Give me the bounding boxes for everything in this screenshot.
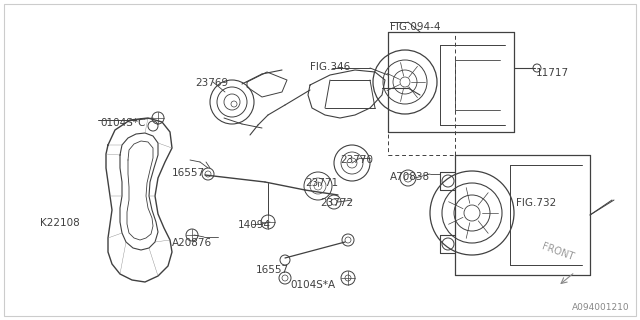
Text: 16557: 16557 — [172, 168, 205, 178]
Text: FIG.094-4: FIG.094-4 — [390, 22, 440, 32]
Text: 23770: 23770 — [340, 155, 373, 165]
Text: 11717: 11717 — [536, 68, 569, 78]
Text: A70838: A70838 — [390, 172, 430, 182]
Text: FRONT: FRONT — [541, 241, 575, 262]
Text: 14094: 14094 — [238, 220, 271, 230]
Text: 16557: 16557 — [256, 265, 289, 275]
Text: 23772: 23772 — [320, 198, 353, 208]
Text: FIG.346: FIG.346 — [310, 62, 350, 72]
Text: 23769: 23769 — [195, 78, 228, 88]
Text: K22108: K22108 — [40, 218, 80, 228]
Text: FIG.732: FIG.732 — [516, 198, 556, 208]
Text: A20876: A20876 — [172, 238, 212, 248]
Text: A094001210: A094001210 — [572, 303, 630, 312]
Text: 0104S*A: 0104S*A — [290, 280, 335, 290]
Text: 23771: 23771 — [305, 178, 338, 188]
Text: 0104S*C: 0104S*C — [100, 118, 145, 128]
